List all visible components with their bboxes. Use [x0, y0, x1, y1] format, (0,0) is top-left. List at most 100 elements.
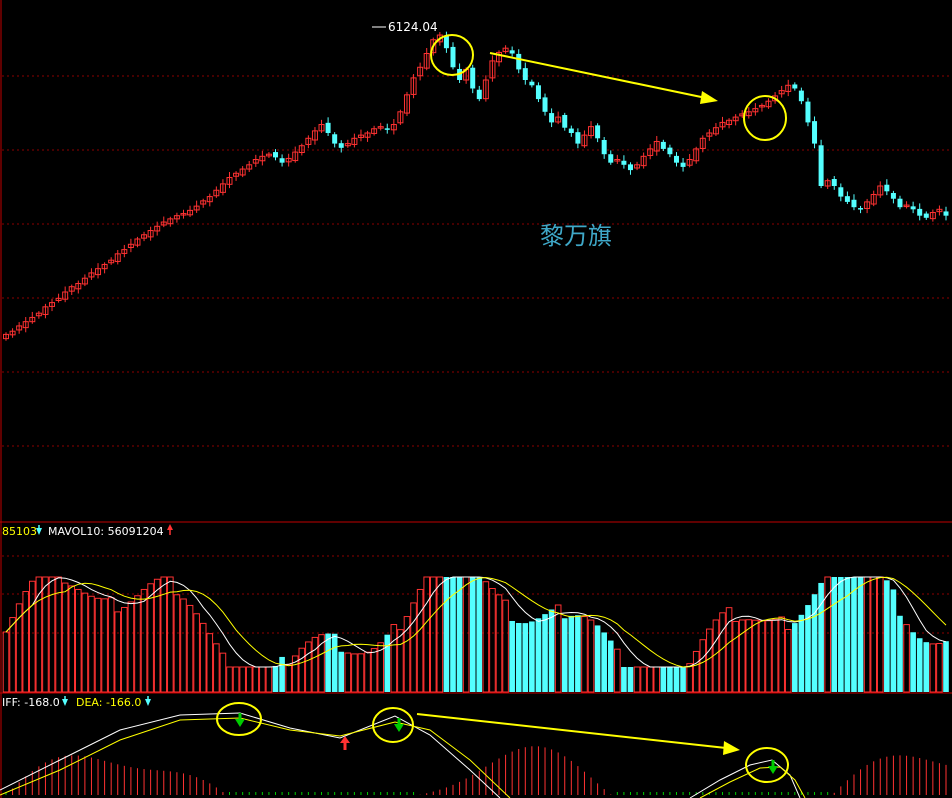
candle-body-down [792, 84, 798, 89]
volume-bar-up [344, 652, 352, 693]
volume-bar-up [28, 580, 36, 693]
volume-bar-up [364, 651, 371, 693]
volume-bar-up [581, 616, 588, 693]
volume-bar-down [916, 638, 923, 692]
volume-bar-down [910, 632, 916, 692]
volume-bar-up [107, 597, 115, 693]
volume-bar-up [495, 594, 503, 693]
candle-body-down [384, 128, 390, 130]
volume-bar-up [94, 597, 102, 693]
volume-bar-up [423, 576, 430, 693]
volume-bar-up [101, 598, 108, 693]
candle-body-up [870, 193, 877, 205]
volume-bar-up [167, 576, 174, 693]
volume-bar-down [943, 641, 949, 692]
volume-bar-up [88, 595, 95, 693]
candle-body-up [364, 132, 371, 138]
candle-body-down [516, 53, 522, 70]
candle-body-down [844, 196, 850, 202]
volume-bar-up [173, 594, 181, 693]
volume-bar-up [48, 576, 56, 693]
candle-body-up [180, 213, 187, 216]
volume-header: 85103 MAVOL10: 56091204 [2, 524, 173, 538]
volume-bar-up [15, 603, 23, 693]
candle-body-up [653, 140, 660, 152]
volume-bar-up [127, 601, 135, 693]
candle-body-up [252, 159, 259, 164]
mavol10-up-arrow [167, 524, 173, 530]
candle-body-up [929, 212, 936, 220]
candle-body-up [693, 148, 700, 162]
candle-body-up [555, 116, 562, 123]
candle-body-down [890, 192, 896, 199]
macd-dea-line [0, 717, 511, 798]
candle-body-up [305, 137, 312, 145]
watermark-text: 黎万旗 [540, 222, 612, 250]
volume-bar-up [153, 578, 161, 693]
macd-diff-line [689, 759, 801, 798]
volume-bar-up [9, 617, 16, 693]
candle-body-up [936, 208, 943, 213]
candle-body-up [134, 238, 141, 246]
high-label: 6124.04 [388, 20, 438, 34]
macd-header: IFF: -168.0 DEA: -166.0 [2, 696, 151, 709]
volume-bar-up [686, 663, 693, 693]
volume-bar-up [554, 604, 562, 693]
candle-body-up [101, 263, 108, 270]
buy-signal-arrow [340, 736, 350, 750]
volume-ma5-line [5, 576, 947, 668]
candle-body-up [502, 47, 509, 53]
volume-bar-up [219, 652, 227, 693]
volume-bar-down [851, 577, 857, 692]
volume-bar-down [325, 633, 331, 692]
candle-body-down [450, 46, 456, 68]
candle-body-down [838, 187, 844, 197]
volume-bar-up [160, 576, 168, 693]
candle-body-up [410, 77, 417, 95]
candle-body-down [858, 208, 864, 210]
volume-bar-up [114, 611, 122, 693]
candle-body-up [634, 164, 641, 169]
volume-bar-down [338, 651, 345, 692]
volume-bar-up [403, 616, 411, 693]
volume-bar-up [738, 619, 746, 693]
macd-circle-2 [372, 707, 414, 743]
candle-body-up [62, 291, 69, 300]
candle-body-down [325, 122, 331, 133]
annotation-arrowhead-macd [723, 741, 740, 755]
volume-bar-up [824, 576, 831, 693]
volume-bar-up [186, 604, 194, 693]
annotation-arrow-price [489, 52, 707, 99]
candle-body-down [529, 81, 535, 86]
volume-bar-up [22, 591, 30, 693]
volume-bar-up [42, 576, 49, 693]
candle-body-down [621, 160, 627, 165]
volume-bar-down [897, 615, 903, 692]
volume-bar-up [298, 647, 306, 693]
candle-body-up [745, 111, 752, 117]
candle-body-up [778, 90, 785, 95]
volume-bar-up [936, 643, 943, 693]
candle-body-up [219, 183, 226, 193]
volume-ma-lines [5, 576, 947, 668]
volume-bar-down [805, 605, 811, 692]
high-marker: 6124.04 [372, 20, 438, 34]
macd-circle-3 [745, 747, 789, 783]
candle-body-up [127, 243, 134, 248]
volume-bar-up [147, 583, 154, 693]
volume-bar-up [180, 598, 187, 693]
candle-body-down [470, 67, 476, 89]
candle-body-down [673, 155, 679, 163]
sell-signal-arrow-1 [235, 713, 245, 727]
volume-bar-up [502, 599, 509, 693]
candle-body-up [75, 283, 82, 290]
candle-body-down [522, 68, 528, 80]
volume-bar-up [239, 666, 246, 693]
candle-body-down [608, 154, 614, 163]
candle-body-up [864, 201, 871, 209]
volume-bar-up [75, 588, 82, 693]
candle-body-down [680, 162, 686, 167]
candle-body-down [798, 90, 804, 102]
diff-down-arrow [62, 699, 68, 706]
